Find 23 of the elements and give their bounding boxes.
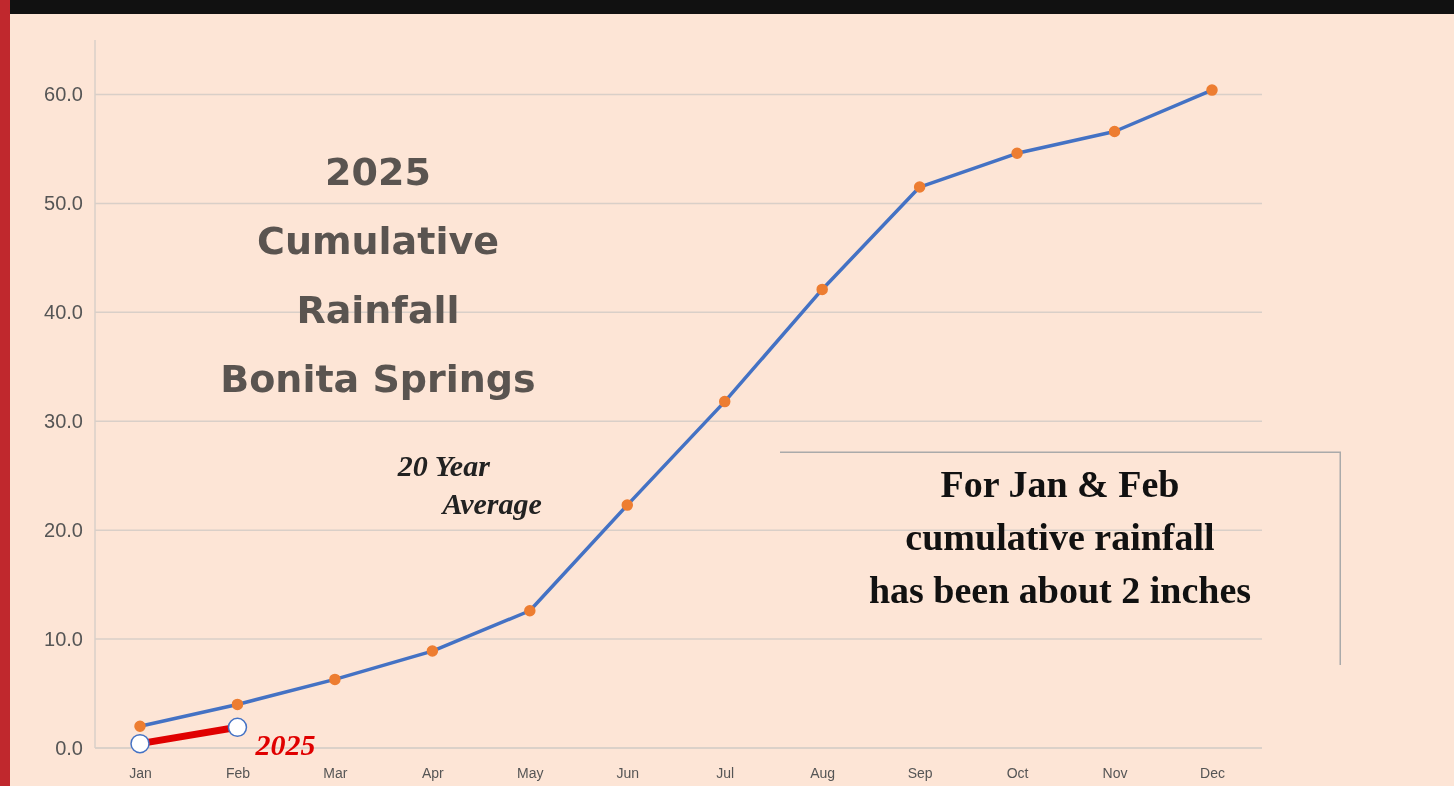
x-tick-label: Nov <box>1102 764 1128 781</box>
y-tick-label: 40.0 <box>44 301 83 324</box>
y-tick-label: 10.0 <box>44 627 83 650</box>
x-tick-label: Sep <box>907 764 933 781</box>
x-tick-label: Jul <box>716 764 735 781</box>
x-tick-label: Jan <box>129 764 152 781</box>
text: 2025 Cumulative Rainfall Bonita Springs <box>220 150 536 401</box>
x-tick-label: Oct <box>1006 764 1029 781</box>
x-tick-label: Dec <box>1200 764 1225 781</box>
series-label: 20 Year Average <box>396 448 542 520</box>
x-tick-label: May <box>517 764 544 781</box>
annotation: For Jan & Feb cumulative rainfall has been about 2 inches <box>868 463 1252 611</box>
y-tick-label: 30.0 <box>44 410 83 433</box>
series-label: 2025 <box>254 728 316 762</box>
y-tick-label: 0.0 <box>55 736 83 759</box>
x-tick-label: Aug <box>810 764 836 781</box>
y-tick-label: 20.0 <box>44 519 83 542</box>
x-tick-label: Feb <box>225 764 251 781</box>
x-tick-label: Mar <box>323 764 348 781</box>
y-tick-label: 50.0 <box>44 192 83 215</box>
x-tick-label: Apr <box>421 764 445 781</box>
x-tick-label: Jun <box>616 764 640 781</box>
y-tick-label: 60.0 <box>44 83 83 106</box>
